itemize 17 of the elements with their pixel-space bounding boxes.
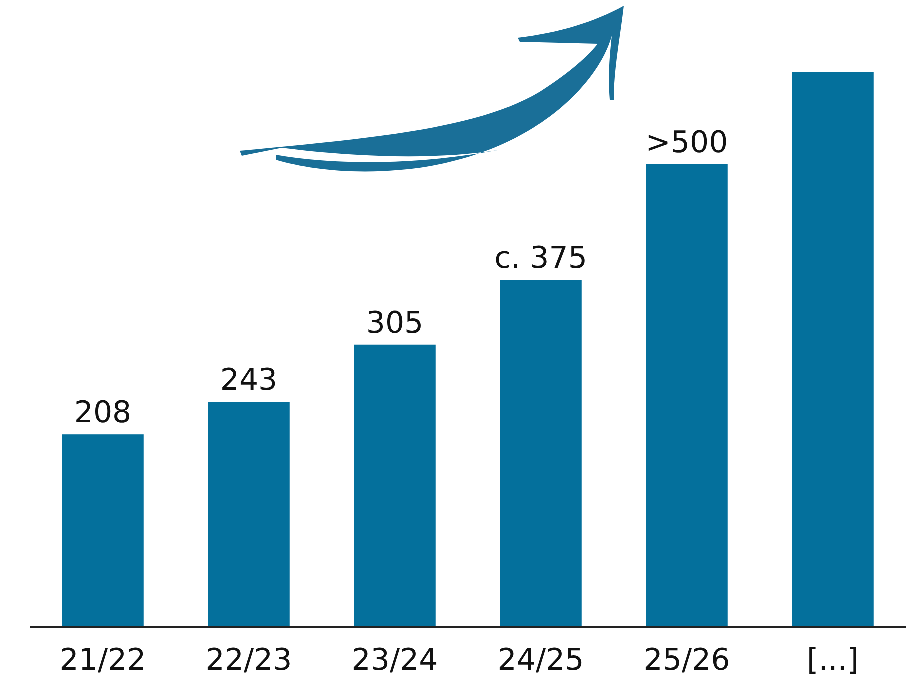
bar — [62, 434, 144, 627]
x-tick-label: 23/24 — [352, 643, 438, 678]
x-tick-label: 22/23 — [206, 643, 292, 678]
x-tick-label: 24/25 — [498, 643, 584, 678]
x-tick-label: [...] — [806, 643, 860, 678]
bar — [354, 344, 436, 627]
x-tick-label: 21/22 — [60, 643, 146, 678]
data-label: 208 — [74, 396, 132, 431]
data-label: 243 — [220, 363, 278, 398]
data-label: >500 — [646, 126, 728, 160]
bar — [208, 402, 290, 627]
x-tick-label: 25/26 — [644, 643, 730, 678]
bar — [500, 280, 582, 627]
bar — [792, 72, 874, 627]
data-label: 305 — [366, 306, 424, 341]
bar — [646, 164, 728, 627]
data-label: c. 375 — [494, 241, 588, 276]
